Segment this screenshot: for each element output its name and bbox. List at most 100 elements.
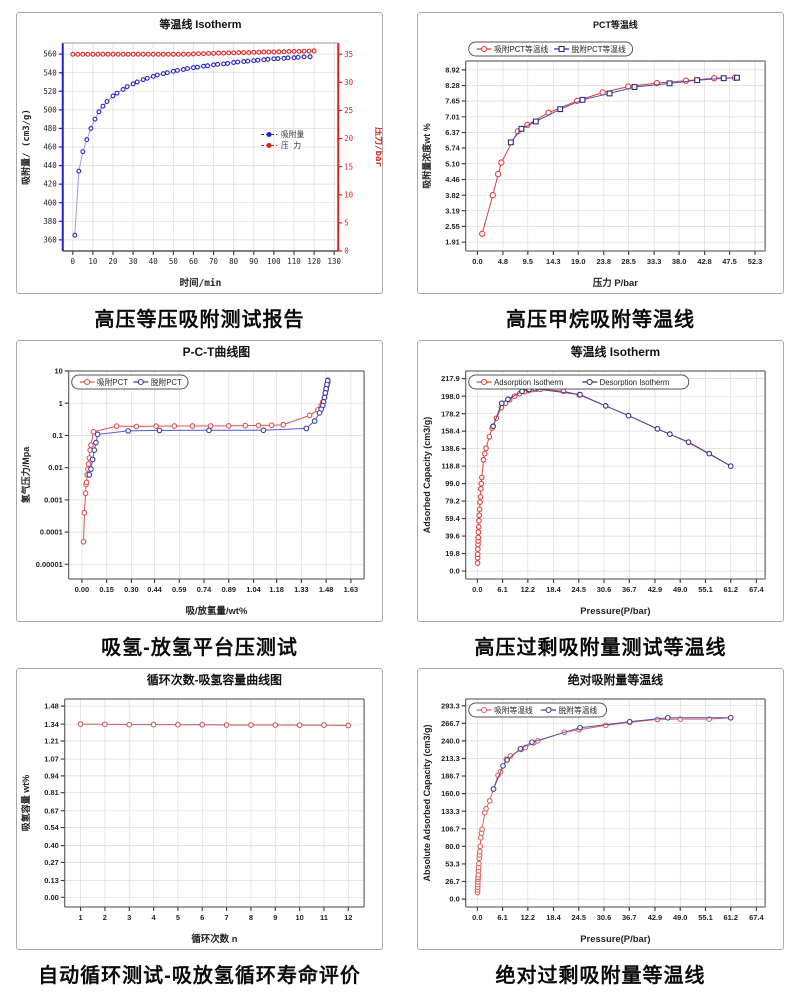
svg-text:0.0: 0.0 xyxy=(472,257,482,266)
cycle-life-chart: 0.00 0.13 0.27 0.40 0.54 0.67 0.81 0.94 1.07 1.21… xyxy=(20,672,365,945)
svg-text:0.81: 0.81 xyxy=(44,788,59,797)
svg-text:9.5: 9.5 xyxy=(523,257,533,266)
svg-text:186.7: 186.7 xyxy=(441,772,460,781)
svg-text:213.3: 213.3 xyxy=(441,754,460,763)
svg-text:0.59: 0.59 xyxy=(172,585,187,594)
svg-text:110: 110 xyxy=(287,257,301,266)
pct-isotherm-chart: 1.91 2.55 3.19 3.82 4.46 5.10 5.74 6.37 7.01 7.65… xyxy=(421,19,766,289)
svg-text:0.1: 0.1 xyxy=(52,431,62,440)
svg-text:55.1: 55.1 xyxy=(698,585,713,594)
svg-text:时间/min: 时间/min xyxy=(180,277,222,289)
svg-text:53.3: 53.3 xyxy=(445,860,460,869)
svg-text:18.4: 18.4 xyxy=(546,913,561,922)
svg-text:20: 20 xyxy=(344,134,353,143)
svg-text:1.33: 1.33 xyxy=(294,585,309,594)
svg-text:0.00: 0.00 xyxy=(44,893,59,902)
svg-text:1: 1 xyxy=(78,913,82,922)
svg-text:52.3: 52.3 xyxy=(748,257,763,266)
svg-text:压力/bar: 压力/bar xyxy=(373,127,382,167)
svg-text:80.0: 80.0 xyxy=(445,842,460,851)
svg-text:1.91: 1.91 xyxy=(445,238,460,247)
svg-text:0.15: 0.15 xyxy=(99,585,114,594)
svg-text:240.0: 240.0 xyxy=(441,736,460,745)
svg-text:79.2: 79.2 xyxy=(445,497,460,506)
svg-text:5.10: 5.10 xyxy=(445,159,460,168)
svg-text:11: 11 xyxy=(320,913,328,922)
svg-text:39.6: 39.6 xyxy=(445,532,460,541)
svg-text:1.21: 1.21 xyxy=(44,737,59,746)
svg-text:0: 0 xyxy=(344,247,349,256)
svg-text:19.0: 19.0 xyxy=(571,257,586,266)
svg-text:36.7: 36.7 xyxy=(622,913,637,922)
pct-curve-chart: 10 1 0.1 0.01 0.001 0.0001 0.00001 0.00 0.15 0.30… xyxy=(20,344,365,617)
svg-text:0.30: 0.30 xyxy=(124,585,139,594)
svg-text:等温线 Isotherm: 等温线 Isotherm xyxy=(158,17,241,31)
chart-caption: 高压甲烷吸附等温线 xyxy=(506,308,695,331)
svg-text:Adsorbed Capacity (cm3/g): Adsorbed Capacity (cm3/g) xyxy=(422,417,432,533)
svg-text:99.0: 99.0 xyxy=(445,479,460,488)
svg-text:10: 10 xyxy=(344,190,353,199)
svg-text:等温线 Isotherm: 等温线 Isotherm xyxy=(571,344,660,359)
svg-text:吸附量/ (cm3/g): 吸附量/ (cm3/g) xyxy=(20,109,32,185)
svg-text:压 力: 压 力 xyxy=(281,140,301,150)
svg-text:100: 100 xyxy=(267,257,281,266)
svg-text:7.65: 7.65 xyxy=(445,97,460,106)
svg-text:4: 4 xyxy=(152,913,157,922)
svg-text:20: 20 xyxy=(109,257,118,266)
svg-text:Pressure(P/bar): Pressure(P/bar) xyxy=(580,934,650,945)
svg-text:5: 5 xyxy=(176,913,180,922)
svg-text:0.0: 0.0 xyxy=(449,895,459,904)
svg-text:30.6: 30.6 xyxy=(597,585,612,594)
svg-text:42.9: 42.9 xyxy=(648,913,663,922)
svg-text:540: 540 xyxy=(43,68,57,77)
svg-text:6: 6 xyxy=(200,913,204,922)
svg-text:2: 2 xyxy=(103,913,107,922)
svg-text:3.19: 3.19 xyxy=(445,206,460,215)
svg-text:178.2: 178.2 xyxy=(441,409,460,418)
svg-text:266.7: 266.7 xyxy=(441,719,460,728)
svg-text:0.27: 0.27 xyxy=(44,858,59,867)
svg-text:440: 440 xyxy=(43,161,57,170)
chart-cell-absolute-isotherm: 0.0 26.7 53.3 80.0 106.7 133.3 160.0 186.7 213.3… xyxy=(417,668,784,996)
svg-text:33.3: 33.3 xyxy=(647,257,662,266)
svg-text:3.82: 3.82 xyxy=(445,191,460,200)
chart-caption: 自动循环测试-吸放氢循环寿命评价 xyxy=(38,964,361,987)
svg-text:4.46: 4.46 xyxy=(445,175,460,184)
svg-text:420: 420 xyxy=(43,180,57,189)
svg-text:138.6: 138.6 xyxy=(441,444,460,453)
svg-text:12: 12 xyxy=(344,913,352,922)
svg-text:4.8: 4.8 xyxy=(498,257,508,266)
svg-text:400: 400 xyxy=(43,198,57,207)
svg-text:循环次数-吸氢容量曲线图: 循环次数-吸氢容量曲线图 xyxy=(147,672,282,687)
svg-text:198.0: 198.0 xyxy=(441,392,460,401)
svg-text:5.74: 5.74 xyxy=(445,144,460,153)
svg-text:6.1: 6.1 xyxy=(497,913,507,922)
svg-text:0.0: 0.0 xyxy=(472,585,482,594)
svg-text:30.6: 30.6 xyxy=(597,913,612,922)
excess-isotherm-chart: 0.0 19.8 39.6 59.4 79.2 99.0 118.8 138.6 158.4 17… xyxy=(422,344,766,617)
svg-text:12.2: 12.2 xyxy=(521,913,536,922)
svg-text:80: 80 xyxy=(229,257,238,266)
chart-cell-cycle-life: 0.00 0.13 0.27 0.40 0.54 0.67 0.81 0.94 1.07 1.21… xyxy=(16,668,383,996)
svg-text:6.1: 6.1 xyxy=(497,585,507,594)
svg-text:67.4: 67.4 xyxy=(749,913,764,922)
svg-text:15: 15 xyxy=(344,162,353,171)
svg-text:PCT等温线: PCT等温线 xyxy=(593,19,638,30)
svg-text:480: 480 xyxy=(43,124,57,133)
svg-text:2.55: 2.55 xyxy=(445,222,460,231)
svg-text:49.0: 49.0 xyxy=(673,913,688,922)
svg-text:0.89: 0.89 xyxy=(222,585,237,594)
svg-text:60: 60 xyxy=(189,257,198,266)
svg-text:500: 500 xyxy=(43,105,57,114)
svg-text:26.7: 26.7 xyxy=(445,877,460,886)
svg-text:吸附量浓度wt %: 吸附量浓度wt % xyxy=(421,123,432,188)
chart-caption: 高压过剩吸附量测试等温线 xyxy=(474,636,727,659)
svg-text:120: 120 xyxy=(307,257,321,266)
svg-text:7: 7 xyxy=(225,913,229,922)
svg-text:0.0: 0.0 xyxy=(449,567,459,576)
svg-text:吸附PCT等温线: 吸附PCT等温线 xyxy=(494,44,548,54)
chart-panel: 0.0 26.7 53.3 80.0 106.7 133.3 160.0 186.7 213.3… xyxy=(417,668,784,950)
svg-text:67.4: 67.4 xyxy=(749,585,764,594)
svg-text:脱附PCT等温线: 脱附PCT等温线 xyxy=(572,44,626,54)
